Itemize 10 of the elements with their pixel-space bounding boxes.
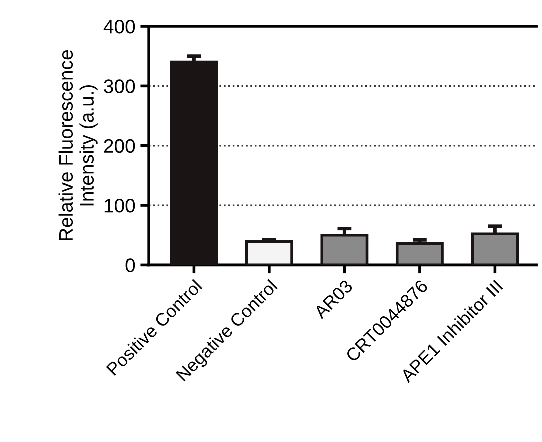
y-tick-label: 100 [104,199,136,213]
bar [396,242,444,266]
y-tick-label: 0 [126,258,136,272]
y-tick-label: 400 [104,20,136,34]
y-tick-label: 200 [104,139,136,154]
y-tick-label: 300 [104,80,136,94]
bar [170,60,218,266]
bar [245,240,294,266]
bar [320,234,369,266]
y-axis-title: Relative Fluorescence Intensity (a.u.) [58,50,98,240]
